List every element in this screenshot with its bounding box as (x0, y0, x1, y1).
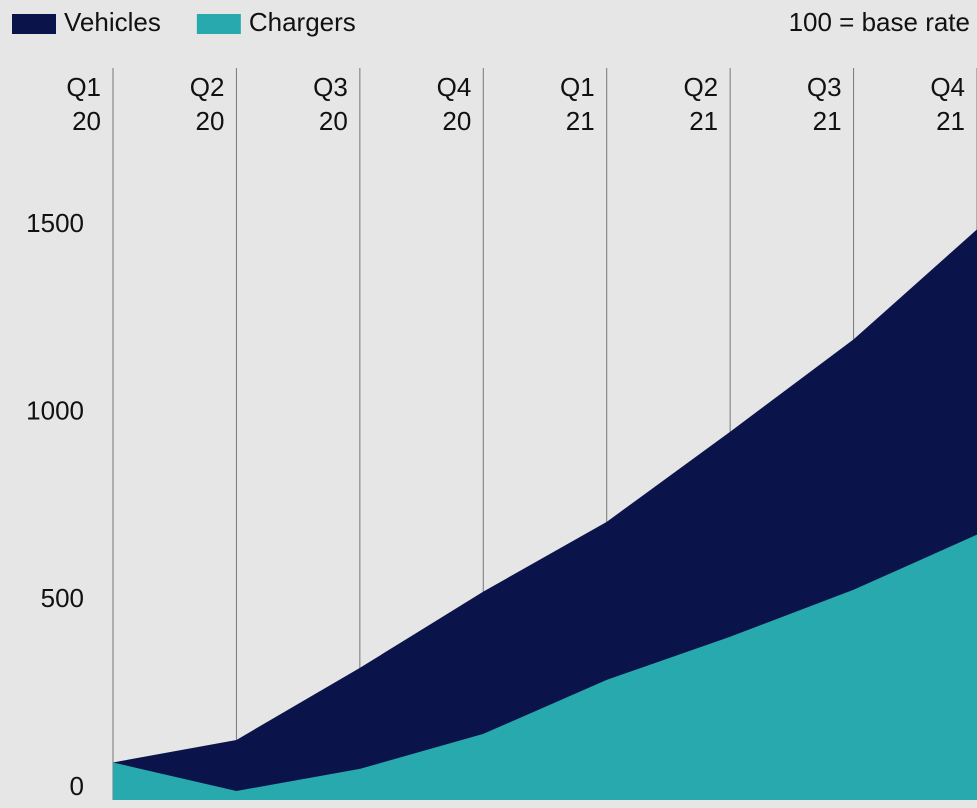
x-tick-label: Q4 20 (436, 72, 472, 136)
x-tick-label: Q3 20 (313, 72, 348, 136)
legend-swatch (12, 14, 56, 34)
area (113, 534, 977, 800)
annotation: 100 = base rate (789, 7, 970, 37)
legend-label: Chargers (249, 7, 356, 37)
x-tick-label: Q1 21 (560, 72, 595, 136)
y-tick-label: 1000 (26, 395, 84, 425)
y-tick-label: 500 (41, 583, 84, 613)
x-tick-label: Q4 21 (930, 72, 965, 136)
legend-swatch (196, 14, 241, 34)
x-tick-label: Q1 20 (66, 72, 101, 136)
x-tick-label: Q2 21 (683, 72, 719, 136)
legend-label: Vehicles (64, 7, 161, 37)
y-tick-label: 1500 (26, 208, 84, 238)
x-tick-label: Q3 21 (806, 72, 842, 136)
y-tick-label: 0 (70, 771, 84, 801)
x-tick-label: Q2 20 (189, 72, 225, 136)
